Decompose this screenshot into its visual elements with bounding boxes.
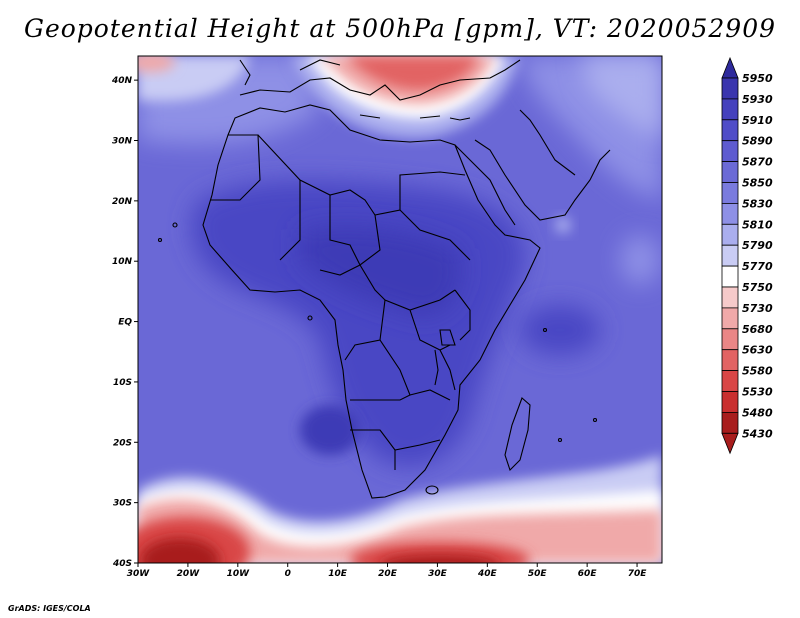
colorbar-swatch — [721, 140, 739, 162]
lon-tick-label: 20E — [378, 569, 398, 579]
colorbar-level-label: 5810 — [742, 218, 773, 231]
chart-title: Geopotential Height at 500hPa [gpm], VT:… — [23, 14, 777, 43]
colorbar-swatch — [721, 411, 739, 434]
lat-tick-label: 30N — [112, 137, 133, 147]
colorbar-swatch — [721, 119, 739, 142]
longitude-axis: 30W 20W 10W 0 10E 20E 30E 40E 50E 60E 70E — [127, 563, 647, 579]
colorbar-level-label: 5950 — [742, 72, 773, 85]
grads-credit: GrADS: IGES/COLA — [8, 604, 91, 613]
lon-tick-label: 40E — [477, 569, 498, 579]
colorbar-level-label: 5630 — [742, 344, 773, 357]
colorbar-swatch — [721, 349, 739, 372]
lon-tick-label: 50E — [528, 569, 548, 579]
lat-tick-label: 10S — [113, 378, 132, 388]
colorbar-swatch — [721, 223, 739, 246]
colorbar-level-label: 5730 — [742, 302, 773, 315]
colorbar-swatch — [721, 182, 739, 204]
colorbar: 5950 5930 5910 5890 5870 5850 5830 5810 5790 5770… — [721, 56, 773, 455]
colorbar-level-label: 5680 — [742, 323, 773, 336]
colorbar-swatch — [721, 98, 739, 121]
colorbar-level-label: 5850 — [742, 177, 773, 190]
colorbar-level-label: 5930 — [742, 93, 773, 106]
lat-tick-label: 20N — [112, 197, 133, 207]
colorbar-level-label: 5890 — [742, 135, 773, 148]
colorbar-swatch — [721, 244, 739, 267]
colorbar-level-label: 5530 — [742, 386, 773, 399]
colorbar-swatch — [721, 307, 739, 330]
colorbar-swatch — [721, 202, 739, 225]
map-frame — [137, 55, 663, 564]
colorbar-top-arrow — [721, 56, 739, 79]
colorbar-swatch — [721, 391, 739, 413]
colorbar-level-label: 5830 — [742, 197, 773, 210]
colorbar-bottom-arrow — [721, 432, 739, 455]
lon-tick-label: 60E — [578, 569, 598, 579]
lat-tick-label: 10N — [112, 257, 133, 267]
lon-tick-label: 30E — [428, 569, 448, 579]
lat-tick-label: 40S — [112, 559, 132, 569]
lon-tick-label: 0 — [285, 569, 291, 579]
lat-tick-label: EQ — [118, 318, 132, 328]
colorbar-level-label: 5910 — [742, 114, 773, 127]
colorbar-level-label: 5480 — [742, 406, 773, 419]
lat-tick-label: 30S — [113, 499, 132, 509]
colorbar-swatch — [721, 286, 739, 309]
lat-tick-label: 20S — [113, 438, 132, 448]
lon-tick-label: 10E — [328, 569, 348, 579]
colorbar-level-label: 5870 — [742, 156, 773, 169]
latitude-axis: 40N 30N 20N 10N EQ 10S 20S 30S 40S — [111, 76, 138, 569]
colorbar-swatch — [721, 77, 739, 100]
colorbar-level-label: 5790 — [742, 239, 773, 252]
lon-tick-label: 20W — [177, 569, 201, 579]
lon-tick-label: 70E — [628, 569, 648, 579]
coastlines — [157, 59, 611, 499]
colorbar-level-label: 5770 — [742, 260, 773, 273]
colorbar-level-label: 5750 — [742, 281, 773, 294]
colorbar-swatch — [721, 328, 739, 351]
colorbar-swatch — [721, 265, 739, 288]
colorbar-level-label: 5580 — [742, 365, 773, 378]
lat-tick-label: 40N — [111, 76, 133, 86]
colorbar-swatch — [721, 370, 739, 392]
colorbar-level-label: 5430 — [742, 427, 773, 440]
lon-tick-label: 30W — [127, 569, 151, 579]
lon-tick-label: 10W — [227, 569, 251, 579]
colorbar-swatch — [721, 161, 739, 183]
height-field — [138, 56, 662, 563]
